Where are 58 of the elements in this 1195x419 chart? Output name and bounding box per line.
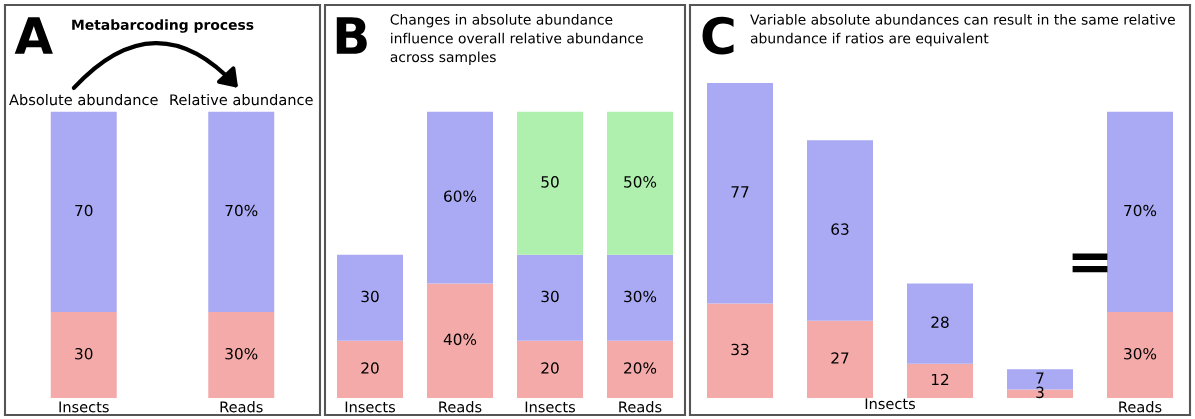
bar — [1107, 111, 1173, 313]
bar — [337, 340, 403, 398]
data-label: 3 — [1036, 386, 1044, 399]
chart-title: Metabarcoding process — [72, 19, 254, 33]
x-tick-label: Reads — [619, 401, 662, 413]
bar — [337, 254, 403, 341]
text: Relative abundance — [170, 93, 313, 106]
data-label: 60% — [444, 190, 477, 202]
bar — [907, 283, 973, 364]
bar — [607, 340, 673, 398]
data-label: 27 — [831, 352, 849, 364]
data-label: 30 — [361, 290, 379, 303]
bar — [707, 83, 773, 304]
data-label: 20 — [541, 362, 559, 374]
data-label: 40% — [443, 333, 477, 346]
data-label: 50% — [624, 176, 657, 188]
bar — [1107, 312, 1173, 398]
bar — [517, 111, 583, 255]
chart-title: Changes in absolute abundance influence overall relative abundance across samples — [390, 14, 643, 65]
data-label: 30% — [624, 290, 657, 303]
bar — [427, 111, 493, 284]
bar — [707, 303, 773, 398]
data-label: 30 — [75, 347, 93, 360]
data-label: 30% — [1124, 347, 1157, 360]
x-tick-label: Insects — [345, 401, 396, 413]
data-label: 28 — [931, 316, 949, 328]
bar — [427, 283, 493, 398]
text: Absolute abundance — [9, 93, 158, 106]
data-label: 63 — [831, 223, 849, 235]
data-label: 50 — [541, 176, 559, 188]
data-label: 30% — [225, 347, 258, 360]
data-label: 30 — [541, 290, 559, 303]
data-label: 70 — [75, 204, 93, 217]
x-tick-label: Insects — [525, 401, 576, 413]
data-label: 20 — [361, 362, 379, 374]
x-tick-label: Reads — [1119, 401, 1162, 413]
x-tick-label: Reads — [439, 401, 482, 413]
bar — [517, 340, 583, 398]
data-label: 12 — [931, 373, 949, 386]
data-label: 70% — [1124, 204, 1157, 217]
chart-title: Variable absolute abundances can result in the same relative abundance if ratios are equivalent — [750, 14, 1175, 47]
bar — [807, 140, 873, 321]
data-label: 33 — [731, 343, 749, 356]
bar — [607, 254, 673, 341]
bar — [907, 363, 973, 398]
text: C — [702, 16, 734, 55]
bar — [607, 111, 673, 255]
data-label: 7 — [1036, 372, 1044, 384]
data-label: 20% — [624, 362, 657, 374]
bar — [517, 254, 583, 341]
text: B — [336, 17, 367, 54]
x-tick-label: Insects — [59, 401, 109, 413]
annotation: = — [1072, 253, 1108, 273]
data-label: 77 — [731, 186, 749, 198]
x-tick-label: Reads — [220, 401, 263, 413]
data-label: 70% — [225, 204, 258, 217]
text: A — [14, 17, 53, 54]
bar — [807, 320, 873, 398]
